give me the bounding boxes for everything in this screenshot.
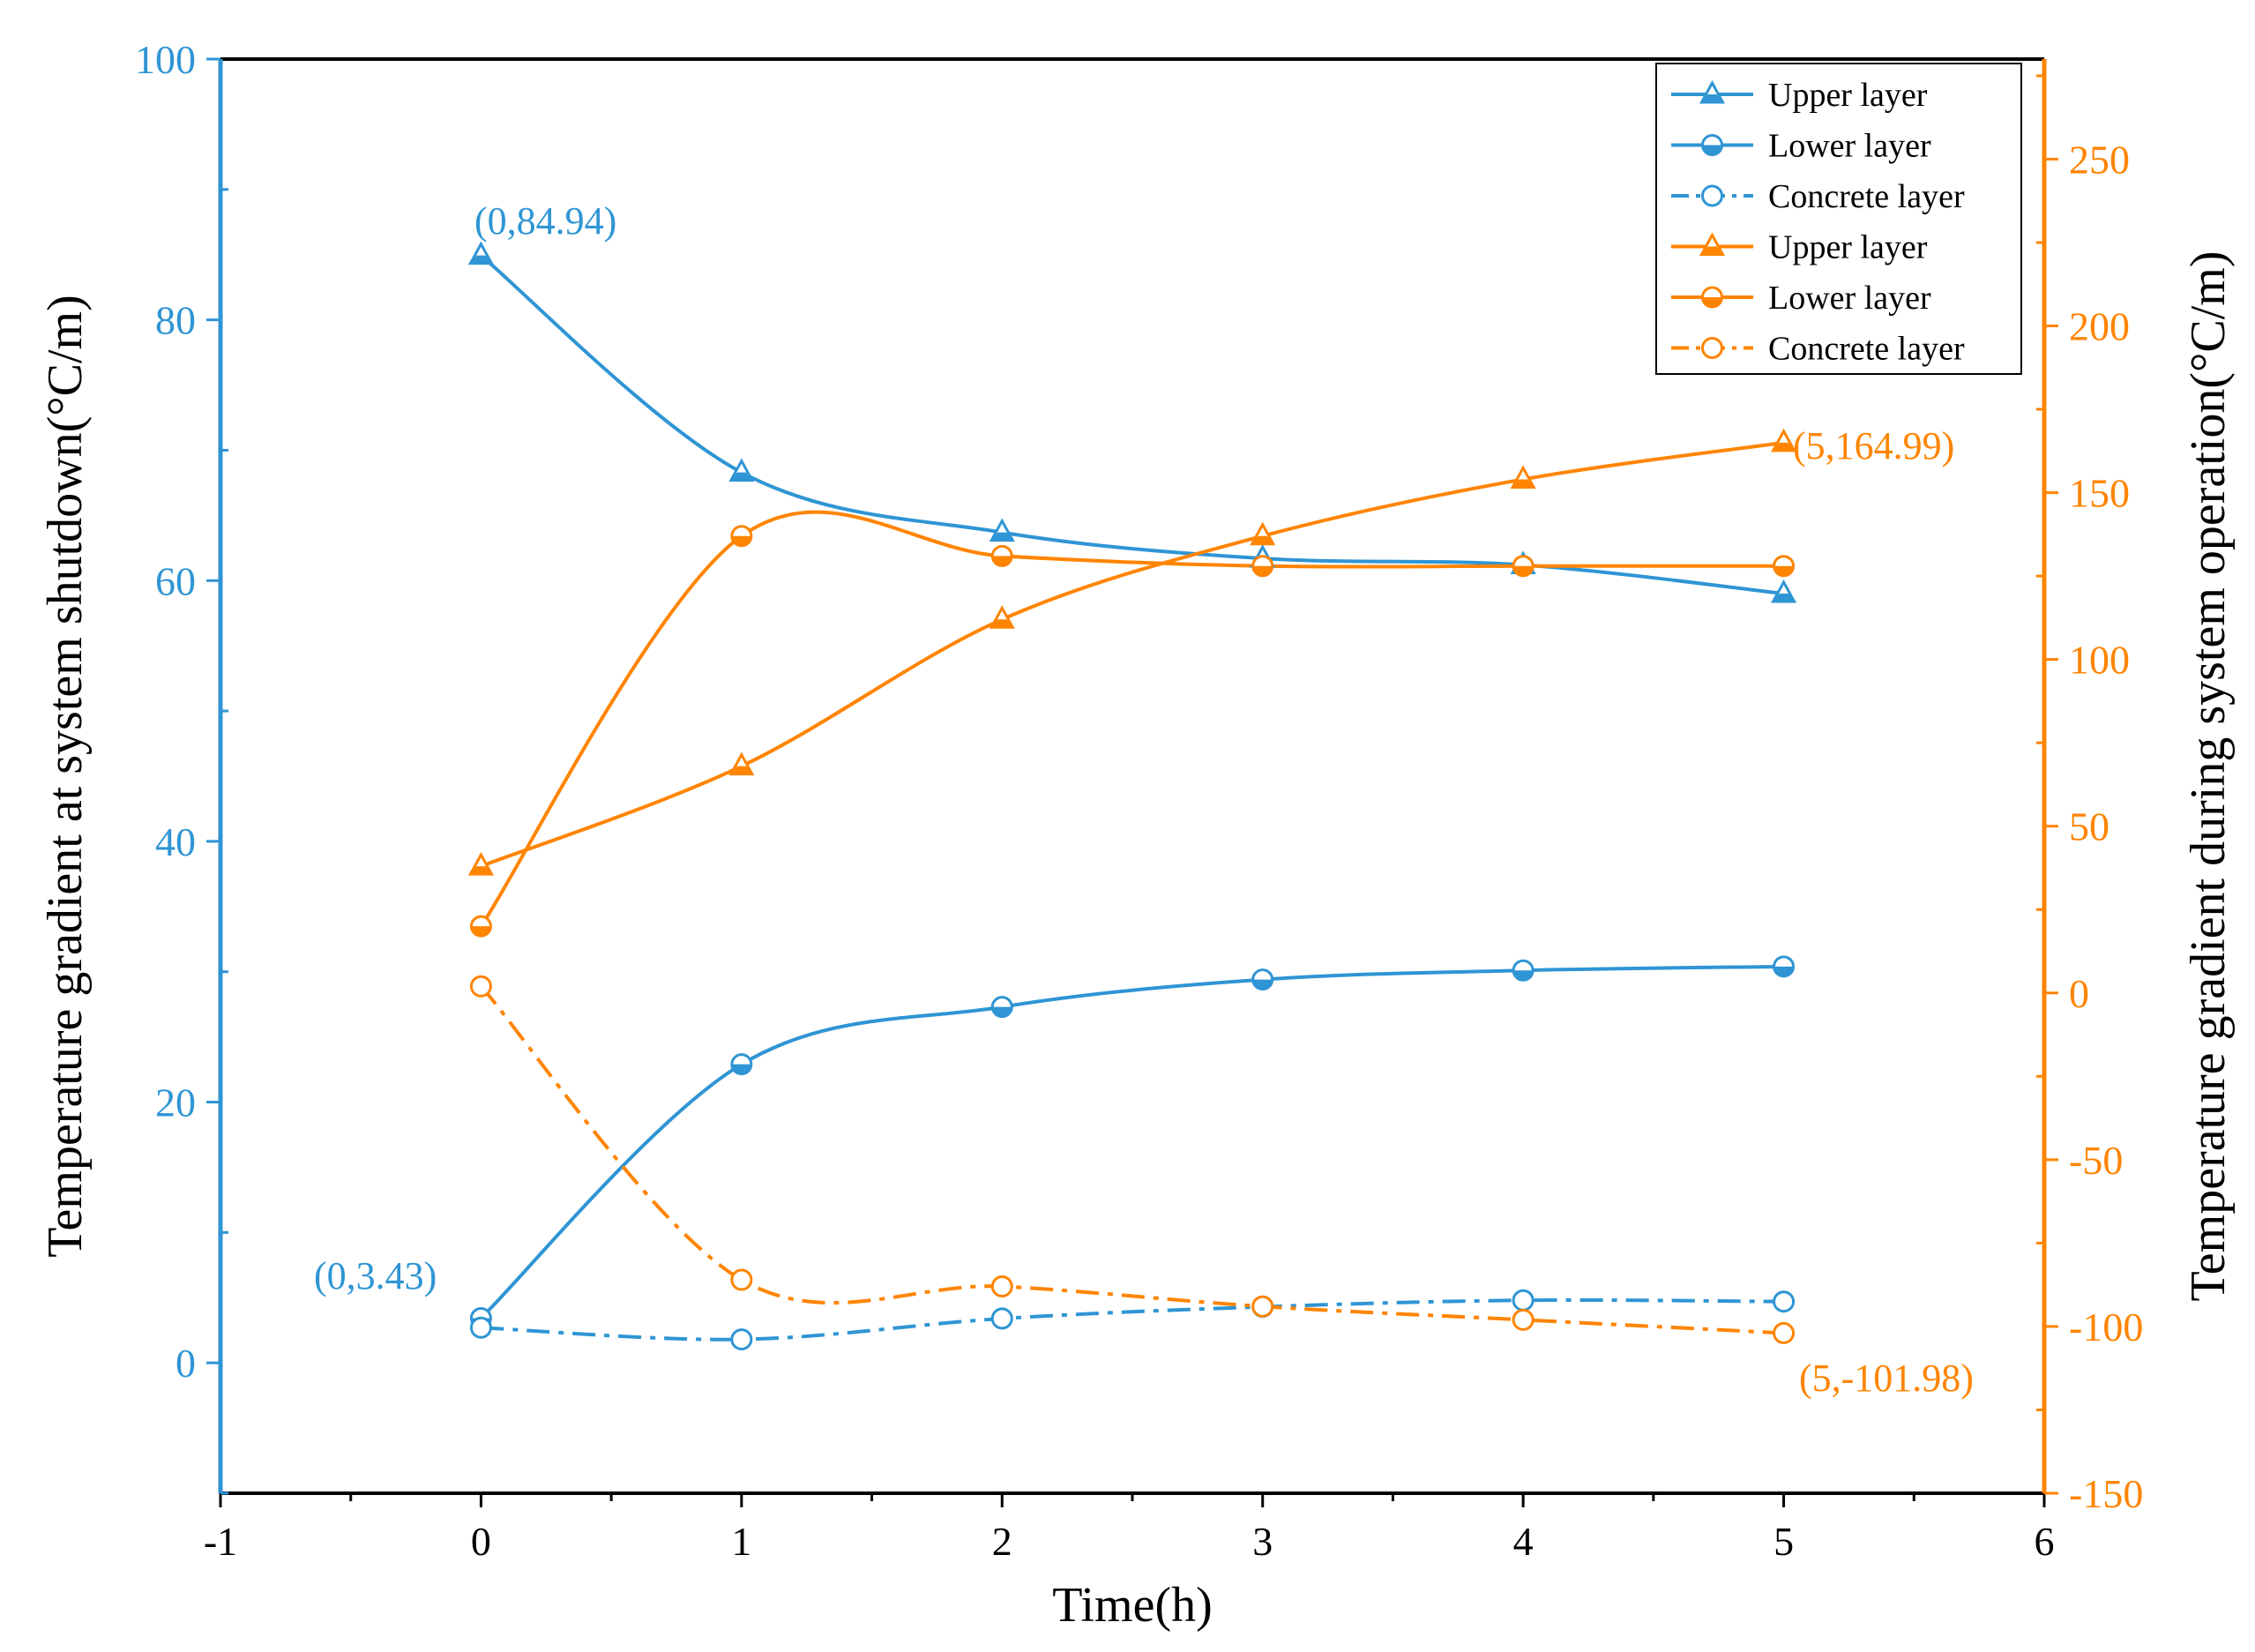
y-right-tick-label: 100 bbox=[2069, 638, 2130, 683]
legend-label: Concrete layer bbox=[1768, 178, 1965, 215]
data-point-left-1-1 bbox=[730, 1053, 753, 1076]
y-right-tick-label: -100 bbox=[2069, 1304, 2143, 1349]
data-point-left-2-4 bbox=[1512, 1289, 1534, 1312]
legend-label: Concrete layer bbox=[1768, 331, 1965, 368]
data-point-left-0-0 bbox=[467, 241, 494, 265]
legend-item: Upper layer bbox=[1671, 229, 1928, 266]
x-axis-title: Time(h) bbox=[1052, 1578, 1213, 1633]
data-point-right-4-0 bbox=[469, 915, 492, 938]
y-right-tick-label: 250 bbox=[2069, 137, 2130, 182]
annotation-upper-start: (0,84.94) bbox=[474, 199, 616, 243]
data-point-right-5-3 bbox=[1251, 1295, 1274, 1318]
series-line-right-5 bbox=[479, 984, 1784, 1335]
legend-label: Lower layer bbox=[1768, 128, 1931, 165]
y-right-axis-title: Temperature gradient during system opera… bbox=[2181, 250, 2236, 1301]
series-line-left-0 bbox=[480, 254, 1784, 596]
legend-marker bbox=[1701, 337, 1723, 359]
data-point-right-3-0 bbox=[467, 851, 494, 876]
data-point-right-5-5 bbox=[1773, 1321, 1796, 1344]
y-right-tick-label: 0 bbox=[2069, 971, 2089, 1016]
legend-marker bbox=[1699, 79, 1726, 104]
data-point-left-2-1 bbox=[730, 1328, 753, 1351]
data-point-left-1-5 bbox=[1773, 955, 1796, 978]
legend-item: Lower layer bbox=[1671, 128, 1931, 165]
data-point-right-3-3 bbox=[1250, 521, 1276, 546]
legend-item: Upper layer bbox=[1671, 77, 1928, 114]
data-point-left-2-0 bbox=[469, 1316, 492, 1339]
y-left-tick-label: 40 bbox=[155, 819, 196, 864]
y-right-tick-label: -150 bbox=[2069, 1471, 2143, 1516]
annotation-lower-start: (0,3.43) bbox=[314, 1254, 437, 1297]
data-point-right-3-1 bbox=[728, 751, 755, 776]
y-right-tick-label: 200 bbox=[2069, 304, 2130, 349]
y-left-axis-title: Temperature gradient at system shutdown(… bbox=[38, 295, 93, 1258]
y-left-tick-label: 60 bbox=[155, 558, 196, 603]
y-left-tick-label: 20 bbox=[155, 1080, 196, 1125]
legend: Upper layer Lower layer Concrete layer Uppe… bbox=[1655, 63, 2022, 375]
data-point-right-4-1 bbox=[730, 525, 753, 548]
x-tick-label: 6 bbox=[2035, 1519, 2055, 1564]
series-line-left-2 bbox=[481, 1297, 1784, 1342]
series-line-right-4 bbox=[479, 510, 1784, 928]
series-line-left-1 bbox=[480, 964, 1784, 1319]
legend-marker bbox=[1701, 134, 1723, 156]
x-tick-label: 2 bbox=[992, 1519, 1012, 1564]
data-point-right-3-2 bbox=[989, 605, 1015, 629]
y-left-tick-label: 0 bbox=[175, 1341, 196, 1386]
x-tick-label: -1 bbox=[204, 1519, 237, 1564]
legend-marker bbox=[1701, 184, 1723, 207]
data-point-right-5-1 bbox=[730, 1268, 753, 1291]
y-right-tick-label: 50 bbox=[2069, 804, 2109, 849]
data-point-left-0-1 bbox=[728, 458, 755, 482]
data-point-left-1-2 bbox=[990, 996, 1013, 1019]
legend-label: Upper layer bbox=[1768, 229, 1928, 266]
legend-item: Concrete layer bbox=[1671, 331, 1965, 368]
legend-label: Upper layer bbox=[1768, 77, 1928, 114]
legend-label: Lower layer bbox=[1768, 280, 1931, 317]
data-point-right-4-2 bbox=[990, 544, 1013, 567]
y-right-tick-label: 150 bbox=[2069, 471, 2130, 516]
data-point-right-4-5 bbox=[1773, 555, 1796, 578]
data-point-left-0-5 bbox=[1771, 579, 1797, 603]
series-line-right-3 bbox=[480, 440, 1784, 868]
x-tick-label: 3 bbox=[1252, 1519, 1273, 1564]
legend-box bbox=[1655, 63, 2022, 375]
data-point-right-3-5 bbox=[1771, 428, 1797, 452]
data-point-left-0-2 bbox=[989, 518, 1015, 542]
y-left-tick-label: 80 bbox=[155, 298, 196, 343]
legend-item: Concrete layer bbox=[1671, 178, 1965, 215]
x-tick-label: 1 bbox=[731, 1519, 751, 1564]
data-point-left-2-2 bbox=[990, 1307, 1013, 1330]
legend-marker bbox=[1699, 232, 1726, 256]
legend-item: Lower layer bbox=[1671, 280, 1931, 317]
x-tick-label: 5 bbox=[1773, 1519, 1794, 1564]
data-point-left-1-4 bbox=[1512, 959, 1534, 982]
annotation-upper-end: (5,164.99) bbox=[1793, 424, 1954, 467]
data-point-right-5-0 bbox=[469, 975, 492, 998]
annotation-concrete-end: (5,-101.98) bbox=[1799, 1357, 1974, 1400]
data-point-left-2-5 bbox=[1773, 1290, 1796, 1313]
x-tick-label: 4 bbox=[1513, 1519, 1534, 1564]
data-point-right-3-4 bbox=[1510, 465, 1536, 489]
y-left-tick-label: 100 bbox=[135, 37, 196, 82]
legend-marker bbox=[1701, 286, 1723, 309]
data-point-right-4-3 bbox=[1251, 555, 1274, 578]
data-point-right-4-4 bbox=[1512, 555, 1534, 578]
data-point-right-5-2 bbox=[990, 1275, 1013, 1298]
x-tick-label: 0 bbox=[471, 1519, 491, 1564]
y-right-tick-label: -50 bbox=[2069, 1138, 2123, 1183]
data-point-left-1-3 bbox=[1251, 968, 1274, 991]
data-point-right-5-4 bbox=[1512, 1308, 1534, 1331]
